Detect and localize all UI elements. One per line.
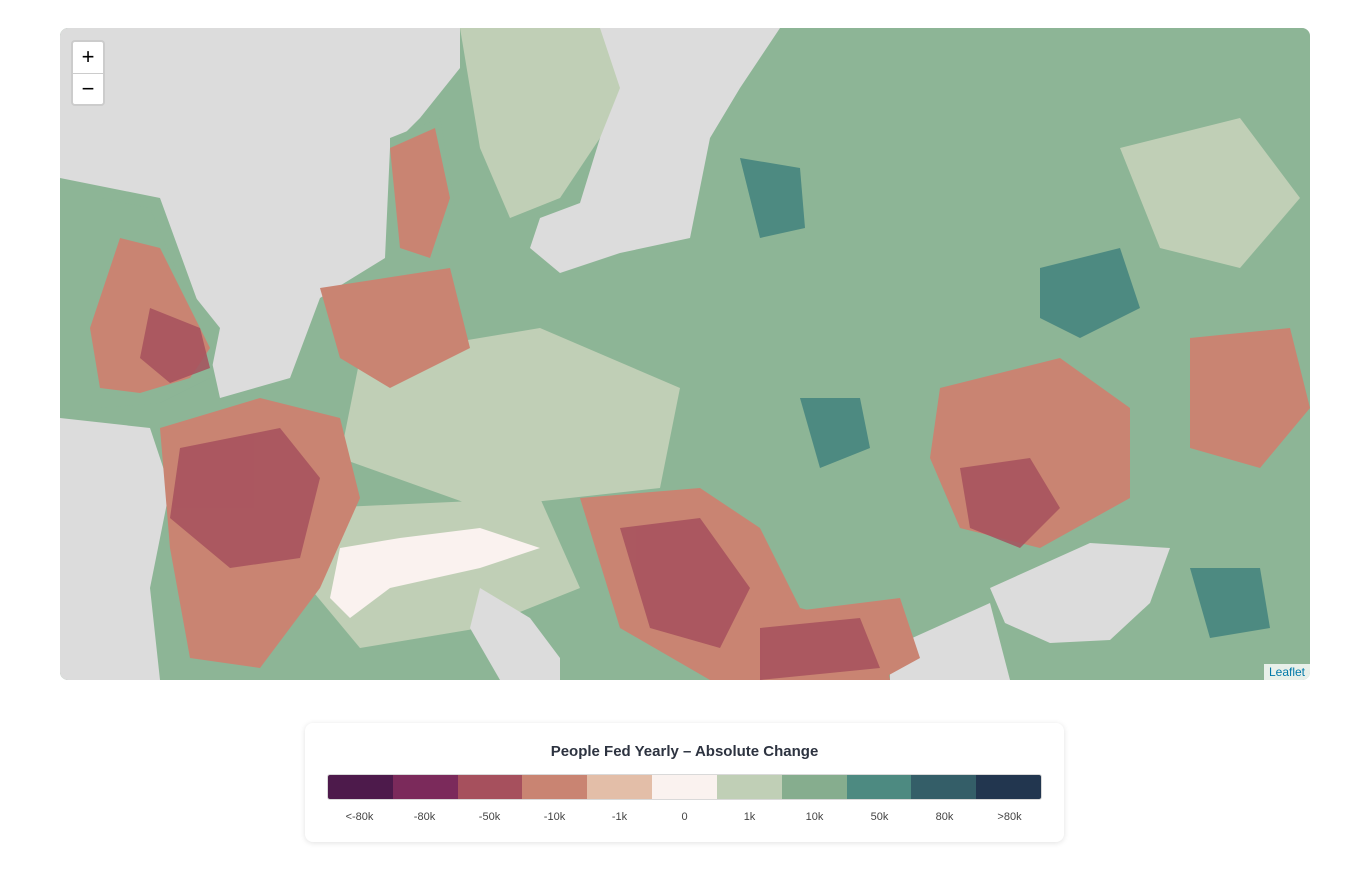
legend-label: -80k [413, 811, 436, 823]
legend-label: >80k [997, 811, 1022, 823]
map[interactable]: + − Leaflet [60, 28, 1310, 680]
legend-label: -1k [611, 811, 628, 823]
map-layer [60, 28, 1310, 680]
alps [330, 528, 540, 618]
legend-title: People Fed Yearly – Absolute Change [550, 743, 819, 760]
legend-labels: <-80k -80k -50k -10k -1k 0 1k 10k 50k 80k >80k [327, 811, 1042, 823]
strong-decline-areas [140, 308, 1060, 680]
legend-label: 1k [743, 811, 756, 823]
legend-label: 0 [681, 811, 688, 823]
gain-areas [740, 158, 1270, 638]
legend-swatch [457, 775, 523, 799]
legend-swatch [587, 775, 653, 799]
zoom-control: + − [71, 40, 105, 106]
legend-swatch [976, 775, 1041, 799]
legend-swatch [328, 775, 393, 799]
legend-label: -10k [543, 811, 566, 823]
legend-swatch [846, 775, 912, 799]
legend-swatch [652, 775, 717, 799]
legend-label: 50k [870, 811, 889, 823]
legend: People Fed Yearly – Absolute Change <-80… [305, 723, 1064, 842]
legend-bar [327, 774, 1042, 800]
legend-label: -50k [478, 811, 501, 823]
attribution-link[interactable]: Leaflet [1263, 664, 1310, 680]
legend-swatch [911, 775, 977, 799]
legend-label: 10k [805, 811, 824, 823]
sea [60, 28, 1170, 680]
legend-label: 80k [935, 811, 954, 823]
legend-swatch [392, 775, 458, 799]
zoom-in-button[interactable]: + [73, 42, 103, 74]
legend-swatch [781, 775, 847, 799]
legend-label: <-80k [345, 811, 374, 823]
legend-swatch [716, 775, 782, 799]
zoom-out-button[interactable]: − [81, 76, 95, 101]
legend-swatch [522, 775, 588, 799]
